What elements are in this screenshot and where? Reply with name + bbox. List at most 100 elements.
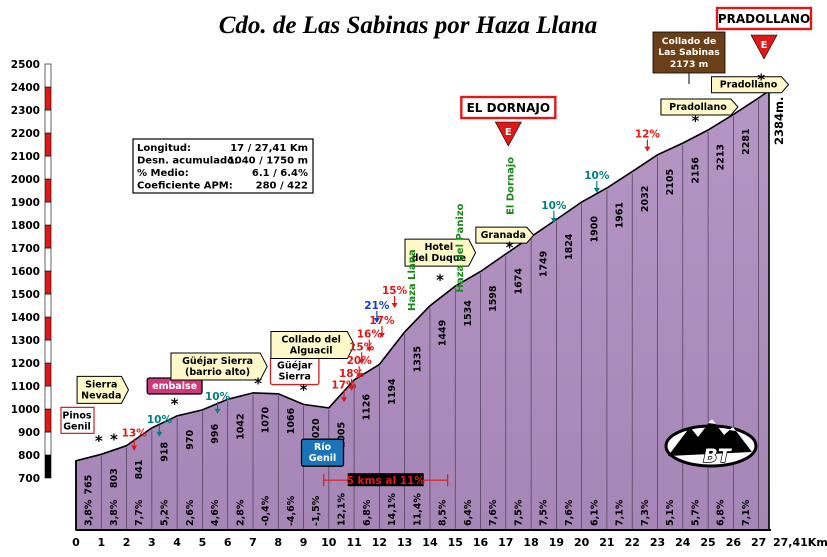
km-altitude-label: 1335 xyxy=(412,346,423,372)
gradient-flag: 17% xyxy=(369,315,395,338)
vertical-place-label: Haza del Panizo xyxy=(455,203,466,292)
gradient-flag-arrowhead xyxy=(550,217,557,223)
place-sign: Granada xyxy=(475,226,535,244)
x-tick-label: 10 xyxy=(321,536,337,549)
waypoint-star-icon: * xyxy=(300,381,308,399)
y-axis-segment xyxy=(44,155,52,180)
gradient-flag: 15% xyxy=(382,285,408,308)
snow-caps-icon xyxy=(708,419,736,431)
km-gradient-label: 7,1% xyxy=(741,499,752,526)
x-tick-label: 15 xyxy=(448,536,463,549)
km-gradient-label: 7,5% xyxy=(513,499,524,526)
gradient-flag-arrowhead xyxy=(156,431,163,437)
x-total-km-label: 27,41Km xyxy=(773,536,827,549)
place-sign-board xyxy=(711,76,790,94)
y-tick-label: 2300 xyxy=(11,105,40,117)
x-tick-label: 27 xyxy=(751,536,766,549)
km-altitude-label: 1042 xyxy=(235,413,246,439)
place-sign-text: Collado del xyxy=(281,335,341,346)
y-tick-label: 1000 xyxy=(11,404,40,416)
bracket-label: 5 kms al 11% xyxy=(347,475,426,487)
km-altitude-label: 1961 xyxy=(615,202,626,228)
stats-value: 6.1 / 6.4% xyxy=(252,168,308,179)
x-tick-label: 2 xyxy=(123,536,131,549)
km-altitude-label: 1066 xyxy=(286,407,297,434)
gradient-flag-text: 16% xyxy=(357,329,383,341)
place-sign-text: Alguacil xyxy=(290,346,333,357)
y-tick-label: 1400 xyxy=(11,312,40,324)
gradient-flag: 12% xyxy=(635,129,660,152)
start-sign-board xyxy=(60,406,95,434)
finish-marker-letter: E xyxy=(505,127,512,138)
stats-label: % Medio: xyxy=(137,168,189,179)
y-axis-segment xyxy=(44,178,52,203)
waypoint-star-icon: * xyxy=(95,432,103,450)
km-gradient-label: 5,7% xyxy=(690,499,701,526)
x-tick-label: 9 xyxy=(300,536,308,549)
stats-value: 17 / 27,41 Km xyxy=(230,143,308,154)
waypoint-star-icon: * xyxy=(110,431,118,449)
profile-layer: 765 3,8% 803 3,8% 841 7,7% 918 5,2% 970 2,6% 996 4,… xyxy=(75,89,771,531)
gradient-flag: 21% xyxy=(364,300,390,323)
place-sign-board xyxy=(170,352,268,381)
finish-marker-label: EL DORNAJO xyxy=(467,101,550,115)
gradient-flag-arrowhead xyxy=(391,303,398,308)
y-axis-segment xyxy=(44,132,52,157)
km-altitude-label: 1674 xyxy=(513,268,524,295)
stats-value: 280 / 422 xyxy=(256,181,308,192)
place-sign-text: Pradollano xyxy=(669,102,727,113)
km-altitude-label: 2213 xyxy=(716,144,727,170)
gradient-flag-text: 18% xyxy=(339,368,365,380)
km-gradient-label: 12,1% xyxy=(336,493,347,526)
x-tick-label: 19 xyxy=(549,536,564,549)
km-altitude-label: 2156 xyxy=(690,157,701,184)
y-tick-label: 2500 xyxy=(11,59,40,71)
gradient-flag-arrowhead xyxy=(373,317,380,323)
y-axis-segment xyxy=(44,339,52,364)
stats-label: Longitud: xyxy=(137,143,191,154)
y-axis: 700 800 900 1000 1100 1200 1300 1400 1500 1600 170… xyxy=(11,59,52,485)
gradient-flag-arrowhead xyxy=(348,385,355,391)
x-tick-label: 4 xyxy=(173,536,181,549)
logo-bt: BT xyxy=(664,419,758,468)
place-sign: Pradollano xyxy=(711,76,790,94)
km-altitude-label: 1598 xyxy=(488,285,499,312)
gradient-flag: 10% xyxy=(584,170,610,193)
gradient-flag-text: 10% xyxy=(205,391,231,403)
x-axis: 0 1 2 3 4 5 6 7 8 9 10 11 12 13 14 15 16 17 18 19 20 21 22 23 24… xyxy=(72,536,827,549)
collado-sign-board xyxy=(652,31,726,74)
km-altitude-label: 996 xyxy=(210,424,221,444)
finish-marker: EL DORNAJO E xyxy=(460,95,557,147)
y-axis-segment xyxy=(44,362,52,387)
y-tick-label: 2100 xyxy=(11,151,40,163)
y-tick-label: 1500 xyxy=(11,289,40,301)
x-tick-label: 13 xyxy=(397,536,412,549)
profile-area xyxy=(75,89,770,531)
place-sign-text: (barrio alto) xyxy=(185,367,250,378)
y-axis-segment xyxy=(44,385,52,410)
km-gradient-label: 14,1% xyxy=(387,493,398,526)
gradient-flag-text: 10% xyxy=(541,200,567,212)
km-altitude-label: 918 xyxy=(159,441,170,461)
place-sign-board xyxy=(270,331,355,360)
km-gradient-label: 5,2% xyxy=(159,499,170,526)
y-axis-segment xyxy=(44,316,52,341)
place-sign-board xyxy=(76,375,130,404)
gradient-flag-text: 20% xyxy=(347,355,373,367)
y-axis-segment xyxy=(44,431,52,456)
place-sign-text: Sierra xyxy=(279,372,311,383)
km-altitude-label: 1824 xyxy=(564,233,575,260)
y-tick-label: 1700 xyxy=(11,243,40,255)
summit-altitude-label: 2384m. xyxy=(772,97,786,145)
km-gradient-label: 8,5% xyxy=(438,499,449,526)
place-sign-text: Río xyxy=(314,442,332,453)
km-altitude-label: 1070 xyxy=(261,407,272,434)
place-sign-board xyxy=(475,226,535,244)
gradient-flag-text: 13% xyxy=(122,428,148,440)
km-altitude-label: 2105 xyxy=(665,169,676,195)
collado-sign-line-3: 2173 m xyxy=(670,59,708,70)
y-tick-label: 900 xyxy=(18,427,40,439)
y-tick-label: 1200 xyxy=(11,358,40,370)
finish-marker: PRADOLLANO E xyxy=(715,6,813,60)
km-gradient-label: 7,1% xyxy=(615,499,626,526)
